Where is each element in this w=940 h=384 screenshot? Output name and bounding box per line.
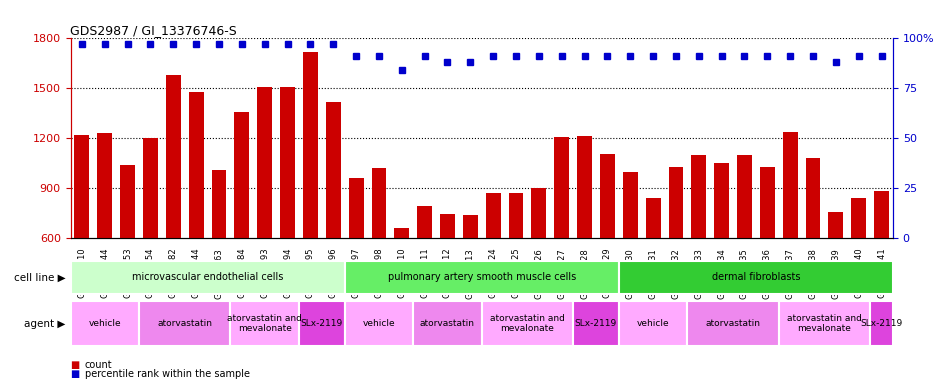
- Bar: [371, 168, 386, 338]
- Bar: [619, 261, 893, 294]
- Text: count: count: [85, 360, 112, 370]
- Text: dermal fibroblasts: dermal fibroblasts: [712, 272, 800, 283]
- Bar: [737, 155, 752, 338]
- Bar: [486, 193, 501, 338]
- Bar: [165, 75, 180, 338]
- Bar: [139, 301, 230, 346]
- Text: SLx-2119: SLx-2119: [301, 319, 343, 328]
- Bar: [299, 301, 345, 346]
- Text: agent ▶: agent ▶: [24, 318, 66, 329]
- Bar: [531, 188, 546, 338]
- Text: atorvastatin and
mevalonate: atorvastatin and mevalonate: [787, 314, 862, 333]
- Bar: [234, 112, 249, 338]
- Text: atorvastatin: atorvastatin: [420, 319, 475, 328]
- Bar: [70, 301, 139, 346]
- Text: pulmonary artery smooth muscle cells: pulmonary artery smooth muscle cells: [387, 272, 576, 283]
- Text: ■: ■: [70, 360, 80, 370]
- Text: vehicle: vehicle: [636, 319, 669, 328]
- Bar: [440, 214, 455, 338]
- Text: atorvastatin and
mevalonate: atorvastatin and mevalonate: [227, 314, 302, 333]
- Text: cell line ▶: cell line ▶: [14, 272, 66, 283]
- Text: atorvastatin and
mevalonate: atorvastatin and mevalonate: [490, 314, 565, 333]
- Bar: [258, 87, 272, 338]
- Bar: [345, 261, 619, 294]
- Bar: [349, 178, 364, 338]
- Bar: [212, 170, 227, 338]
- Text: vehicle: vehicle: [88, 319, 121, 328]
- Bar: [687, 301, 778, 346]
- Bar: [70, 261, 345, 294]
- Bar: [778, 301, 870, 346]
- Text: GDS2987 / GI_13376746-S: GDS2987 / GI_13376746-S: [70, 24, 237, 37]
- Bar: [414, 301, 481, 346]
- Text: SLx-2119: SLx-2119: [860, 319, 902, 328]
- Bar: [555, 137, 569, 338]
- Bar: [577, 136, 592, 338]
- Bar: [646, 198, 661, 338]
- Bar: [852, 198, 866, 338]
- Bar: [143, 138, 158, 338]
- Bar: [509, 193, 524, 338]
- Bar: [619, 301, 687, 346]
- Bar: [783, 132, 798, 338]
- Bar: [189, 93, 204, 338]
- Bar: [481, 301, 573, 346]
- Text: atorvastatin: atorvastatin: [157, 319, 212, 328]
- Bar: [120, 165, 135, 338]
- Bar: [714, 163, 729, 338]
- Bar: [828, 212, 843, 338]
- Text: vehicle: vehicle: [363, 319, 395, 328]
- Text: percentile rank within the sample: percentile rank within the sample: [85, 369, 250, 379]
- Bar: [668, 167, 683, 338]
- Bar: [326, 102, 340, 338]
- Bar: [623, 172, 637, 338]
- Bar: [600, 154, 615, 338]
- Bar: [874, 192, 889, 338]
- Bar: [760, 167, 775, 338]
- Text: microvascular endothelial cells: microvascular endothelial cells: [132, 272, 283, 283]
- Bar: [417, 207, 432, 338]
- Bar: [74, 135, 89, 338]
- Bar: [395, 228, 409, 338]
- Bar: [806, 158, 821, 338]
- Bar: [462, 215, 478, 338]
- Bar: [280, 87, 295, 338]
- Bar: [692, 155, 706, 338]
- Bar: [345, 301, 414, 346]
- Bar: [573, 301, 619, 346]
- Bar: [303, 52, 318, 338]
- Bar: [870, 301, 893, 346]
- Text: ■: ■: [70, 369, 80, 379]
- Text: atorvastatin: atorvastatin: [706, 319, 760, 328]
- Text: SLx-2119: SLx-2119: [575, 319, 618, 328]
- Bar: [230, 301, 299, 346]
- Bar: [98, 133, 112, 338]
